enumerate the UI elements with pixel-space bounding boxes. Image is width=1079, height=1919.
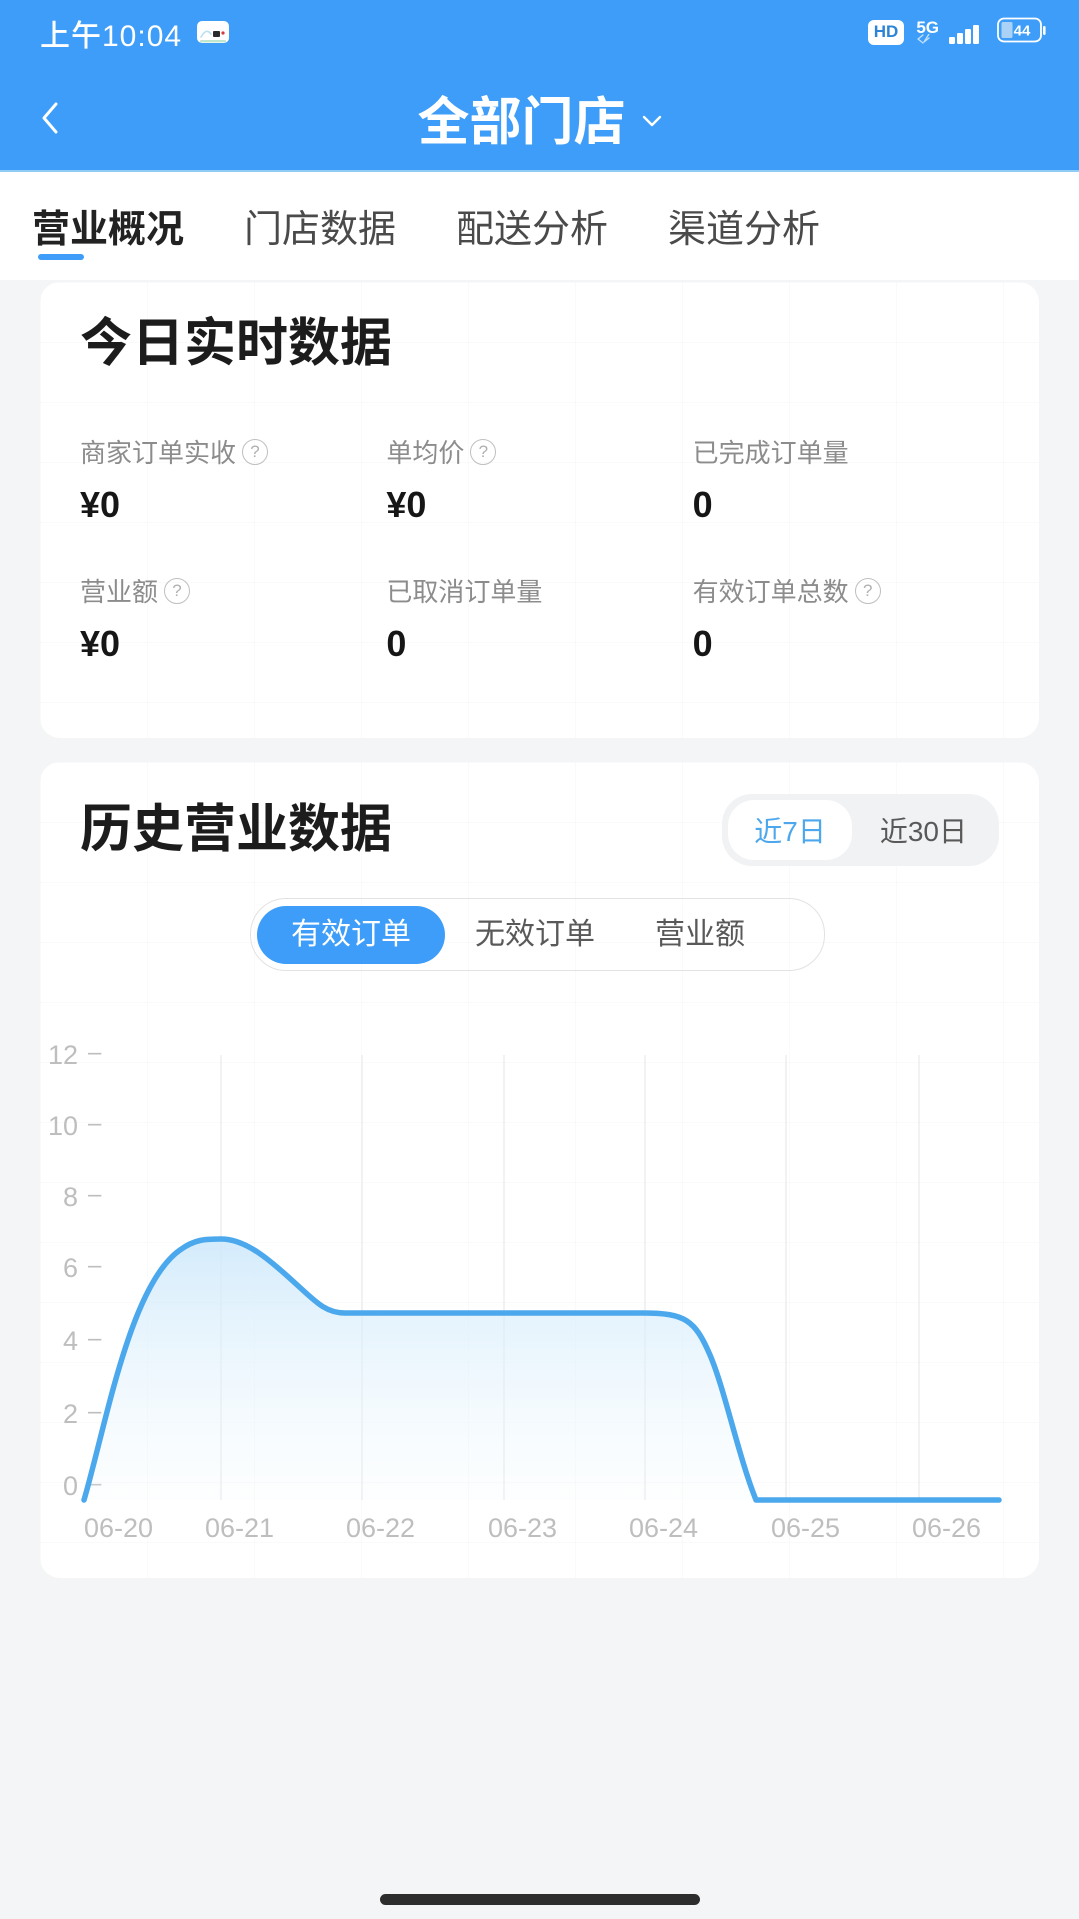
svg-text:06-21: 06-21 (205, 1513, 274, 1543)
svg-text:8: 8 (63, 1182, 78, 1212)
svg-text:2: 2 (63, 1399, 78, 1429)
svg-text:06-24: 06-24 (629, 1513, 698, 1543)
svg-text:–: – (88, 1039, 102, 1066)
svg-text:–: – (88, 1398, 102, 1425)
svg-text:10: 10 (48, 1111, 78, 1141)
svg-text:–: – (88, 1110, 102, 1137)
svg-text:06-22: 06-22 (346, 1513, 415, 1543)
svg-text:–: – (88, 1181, 102, 1208)
svg-text:44: 44 (1014, 23, 1031, 40)
svg-text:12: 12 (48, 1040, 78, 1070)
svg-text:–: – (88, 1252, 102, 1279)
svg-text:06-20: 06-20 (84, 1513, 153, 1543)
svg-text:06-25: 06-25 (771, 1513, 840, 1543)
svg-text:06-23: 06-23 (488, 1513, 557, 1543)
svg-text:6: 6 (63, 1253, 78, 1283)
svg-text:4: 4 (63, 1326, 78, 1356)
svg-text:0: 0 (63, 1471, 78, 1501)
svg-text:–: – (88, 1325, 102, 1352)
svg-text:06-26: 06-26 (912, 1513, 981, 1543)
